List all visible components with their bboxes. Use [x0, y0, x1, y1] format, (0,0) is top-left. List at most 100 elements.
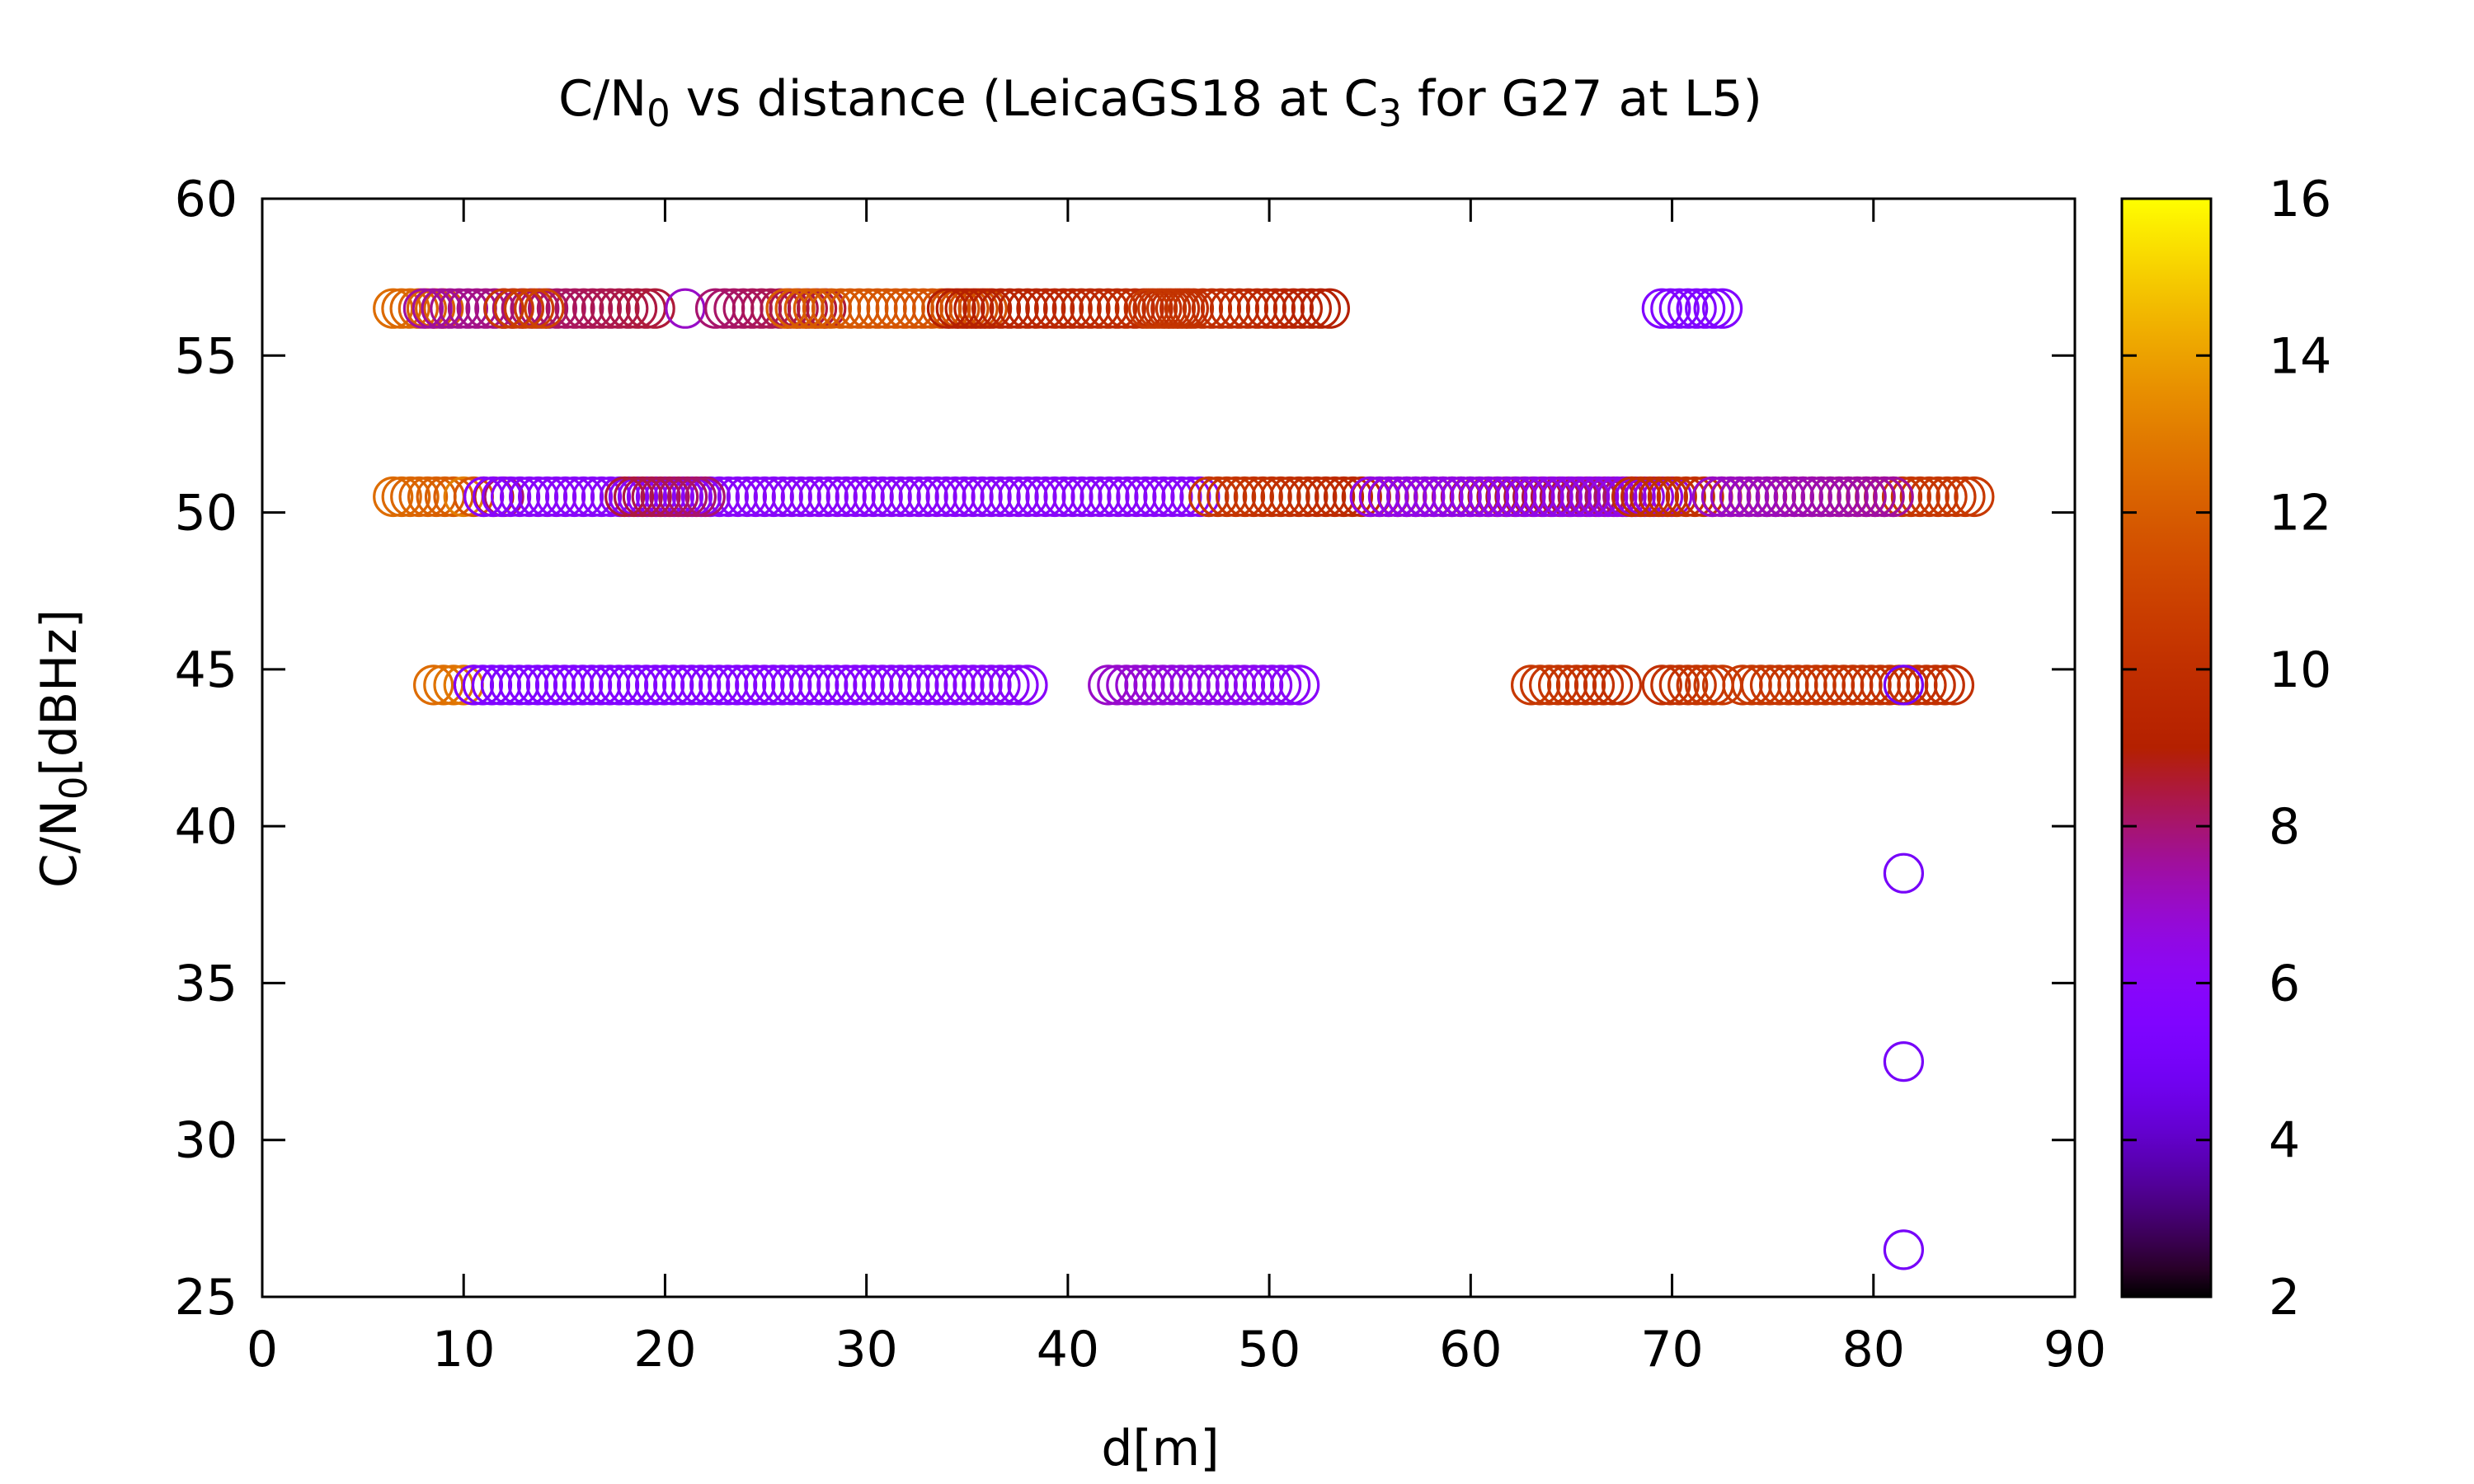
data-point	[1855, 476, 1896, 518]
data-point	[1555, 665, 1597, 706]
data-point	[1926, 476, 1968, 518]
data-point	[907, 476, 948, 518]
data-point	[1510, 665, 1552, 706]
data-point	[998, 288, 1039, 329]
data-point	[489, 665, 531, 706]
data-point	[943, 665, 985, 706]
data-point	[1191, 288, 1233, 329]
data-point	[816, 476, 858, 518]
data-point	[998, 665, 1039, 706]
data-point	[622, 476, 663, 518]
data-point	[658, 476, 699, 518]
data-point	[1601, 665, 1643, 706]
y-tick-label: 40	[175, 798, 238, 856]
data-point	[798, 665, 840, 706]
data-point	[1061, 288, 1102, 329]
data-point	[1161, 476, 1202, 518]
colorbar-tick-label: 6	[2269, 955, 2300, 1012]
data-point	[871, 665, 912, 706]
data-point	[1098, 476, 1139, 518]
data-point	[717, 665, 758, 706]
data-point	[1846, 476, 1887, 518]
y-tick-label: 30	[175, 1112, 238, 1170]
data-point	[1746, 476, 1787, 518]
data-point	[1764, 476, 1805, 518]
data-point	[971, 288, 1013, 329]
colorbar-tick-label: 2	[2269, 1269, 2300, 1327]
data-point	[480, 665, 522, 706]
data-point	[447, 288, 489, 329]
data-point	[1924, 665, 1965, 706]
data-point	[1309, 288, 1351, 329]
data-point	[1114, 288, 1155, 329]
y-tick-label: 45	[175, 641, 238, 699]
data-point	[825, 476, 867, 518]
data-point	[1755, 476, 1796, 518]
data-point	[862, 665, 903, 706]
data-point	[1282, 288, 1324, 329]
data-point	[1641, 665, 1682, 706]
x-tick-label: 20	[633, 1321, 696, 1378]
data-point	[562, 476, 604, 518]
data-point	[1641, 288, 1682, 329]
data-point	[503, 288, 545, 329]
data-point	[1676, 665, 1717, 706]
data-point	[753, 665, 794, 706]
x-tick-label: 60	[1439, 1321, 1502, 1378]
data-point	[1079, 476, 1121, 518]
x-tick-label: 30	[835, 1321, 897, 1378]
data-point	[1089, 476, 1130, 518]
data-point	[545, 288, 586, 329]
data-point	[925, 665, 967, 706]
data-point	[430, 288, 471, 329]
data-point	[1179, 476, 1221, 518]
data-point	[1164, 288, 1206, 329]
data-point	[762, 665, 803, 706]
data-point	[1935, 476, 1977, 518]
data-point	[1079, 288, 1120, 329]
data-point	[989, 665, 1030, 706]
data-point	[1224, 476, 1266, 518]
data-point	[1260, 476, 1301, 518]
data-point	[1070, 476, 1112, 518]
data-point	[649, 476, 690, 518]
data-point	[1541, 476, 1583, 518]
data-point	[971, 665, 1012, 706]
data-point	[844, 476, 885, 518]
data-point	[438, 288, 480, 329]
y-tick-label: 55	[175, 327, 238, 385]
data-point	[412, 288, 453, 329]
data-point	[871, 476, 912, 518]
data-point	[898, 665, 939, 706]
data-point	[1693, 665, 1734, 706]
data-point	[1620, 476, 1662, 518]
data-point	[1088, 665, 1129, 706]
data-point	[789, 476, 830, 518]
data-point	[898, 476, 939, 518]
data-point	[1685, 665, 1726, 706]
data-point	[1583, 665, 1625, 706]
data-point	[1954, 476, 1995, 518]
data-point	[1908, 476, 1950, 518]
data-point	[744, 476, 785, 518]
data-point	[607, 665, 649, 706]
data-point	[1116, 476, 1157, 518]
data-point	[735, 665, 776, 706]
data-point	[507, 665, 549, 706]
data-point	[1592, 665, 1634, 706]
series-row-segment	[1127, 288, 1351, 329]
data-point	[1915, 665, 1956, 706]
series-row-segment	[373, 476, 474, 518]
data-point	[1125, 476, 1166, 518]
data-point	[1773, 476, 1814, 518]
series-row-segment	[463, 476, 1230, 518]
data-point	[880, 476, 921, 518]
data-point	[717, 476, 759, 518]
data-point	[544, 476, 586, 518]
data-point	[1142, 665, 1183, 706]
data-point	[1537, 665, 1579, 706]
data-point	[571, 665, 613, 706]
data-point	[839, 288, 880, 329]
data-point	[698, 476, 741, 518]
